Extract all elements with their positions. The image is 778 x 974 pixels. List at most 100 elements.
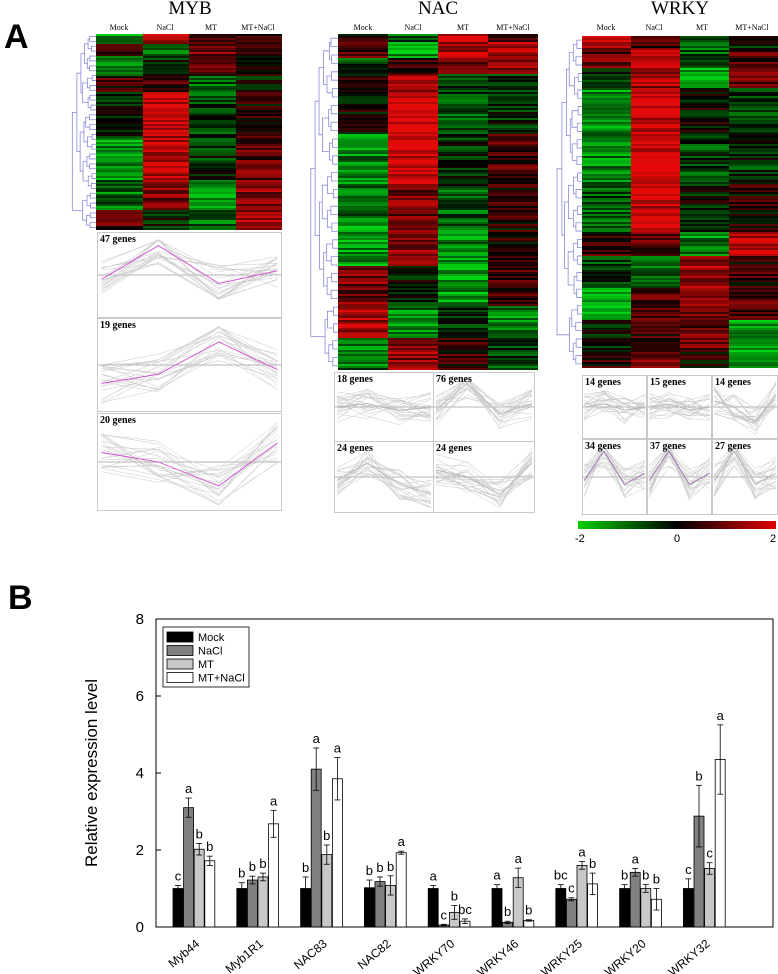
- heatmap-cell: [488, 142, 538, 144]
- heatmap-cell: [438, 266, 488, 268]
- heatmap-cell: [438, 140, 488, 142]
- heatmap-cell: [488, 346, 538, 348]
- nac-cluster-3-label: 24 genes: [337, 443, 373, 454]
- heatmap-cell: [438, 344, 488, 346]
- heatmap-cell: [142, 48, 189, 50]
- heatmap-row: [338, 358, 538, 360]
- profile-gene-line: [584, 461, 645, 491]
- heatmap-cell: [235, 172, 282, 174]
- heatmap-row: [338, 200, 538, 202]
- heatmap-cell: [338, 300, 388, 302]
- heatmap-cell: [388, 280, 438, 282]
- heatmap-cell: [189, 134, 236, 136]
- heatmap-row: [338, 310, 538, 312]
- heatmap-cell: [680, 336, 729, 338]
- heatmap-row: [96, 156, 282, 158]
- x-tick-label: NAC82: [355, 936, 394, 972]
- heatmap-row: [582, 302, 778, 304]
- profile-gene-line: [584, 446, 645, 475]
- heatmap-cell: [631, 310, 680, 312]
- heatmap-cell: [438, 226, 488, 228]
- heatmap-cell: [680, 208, 729, 210]
- heatmap-cell: [582, 282, 631, 284]
- heatmap-row: [96, 36, 282, 38]
- heatmap-cell: [189, 204, 236, 206]
- heatmap-cell: [338, 362, 388, 364]
- heatmap-cell: [582, 112, 631, 114]
- heatmap-cell: [488, 352, 538, 354]
- heatmap-cell: [388, 62, 438, 64]
- heatmap-cell: [680, 76, 729, 78]
- heatmap-cell: [729, 306, 778, 308]
- wrky-cluster-1-profile: [583, 389, 646, 425]
- heatmap-cell: [680, 364, 729, 366]
- heatmap-cell: [438, 168, 488, 170]
- heatmap-cell: [438, 240, 488, 242]
- heatmap-cell: [631, 184, 680, 186]
- heatmap-cell: [142, 100, 189, 102]
- heatmap-row: [582, 102, 778, 104]
- heatmap-cell: [631, 54, 680, 56]
- heatmap-cell: [680, 246, 729, 248]
- heatmap-cell: [680, 178, 729, 180]
- heatmap-cell: [338, 252, 388, 254]
- heatmap-cell: [729, 186, 778, 188]
- dendrogram-branch: [575, 338, 582, 348]
- dendrogram-branch: [573, 276, 577, 294]
- heatmap-cell: [729, 276, 778, 278]
- heatmap-cell: [142, 222, 189, 224]
- heatmap-cell: [680, 242, 729, 244]
- bar: [204, 860, 216, 928]
- significance-letter: b: [525, 903, 532, 918]
- heatmap-cell: [488, 294, 538, 296]
- heatmap-cell: [631, 338, 680, 340]
- heatmap-cell: [189, 144, 236, 146]
- heatmap-cell: [729, 116, 778, 118]
- heatmap-cell: [338, 88, 388, 90]
- profile-gene-line: [714, 393, 776, 436]
- heatmap-cell: [680, 204, 729, 206]
- heatmap-row: [582, 314, 778, 316]
- heatmap-cell: [235, 70, 282, 72]
- heatmap-row: [582, 308, 778, 310]
- heatmap-cell: [680, 36, 729, 38]
- heatmap-cell: [142, 154, 189, 156]
- heatmap-row: [338, 188, 538, 190]
- heatmap-cell: [388, 220, 438, 222]
- heatmap-row: [338, 80, 538, 82]
- heatmap-cell: [235, 212, 282, 214]
- heatmap-cell: [388, 88, 438, 90]
- heatmap-cell: [438, 232, 488, 234]
- heatmap-cell: [142, 172, 189, 174]
- heatmap-cell: [729, 322, 778, 324]
- heatmap-cell: [680, 106, 729, 108]
- heatmap-cell: [729, 146, 778, 148]
- heatmap-cell: [235, 58, 282, 60]
- heatmap-row: [338, 320, 538, 322]
- heatmap-cell: [631, 286, 680, 288]
- heatmap-cell: [680, 138, 729, 140]
- heatmap-cell: [96, 108, 143, 110]
- heatmap-cell: [729, 296, 778, 298]
- heatmap-row: [582, 206, 778, 208]
- heatmap-cell: [631, 304, 680, 306]
- heatmap-row: [338, 86, 538, 88]
- heatmap-cell: [680, 316, 729, 318]
- heatmap-cell: [438, 44, 488, 46]
- heatmap-cell: [96, 36, 143, 38]
- dendrogram-branch: [332, 239, 338, 249]
- heatmap-cell: [680, 102, 729, 104]
- heatmap-cell: [96, 168, 143, 170]
- heatmap-cell: [582, 316, 631, 318]
- heatmap-cell: [680, 324, 729, 326]
- heatmap-cell: [338, 220, 388, 222]
- heatmap-cell: [488, 64, 538, 66]
- heatmap-cell: [388, 56, 438, 58]
- heatmap-cell: [388, 180, 438, 182]
- heatmap-cell: [189, 54, 236, 56]
- heatmap-row: [338, 244, 538, 246]
- heatmap-cell: [729, 66, 778, 68]
- heatmap-cell: [680, 298, 729, 300]
- heatmap-row: [338, 300, 538, 302]
- heatmap-cell: [189, 196, 236, 198]
